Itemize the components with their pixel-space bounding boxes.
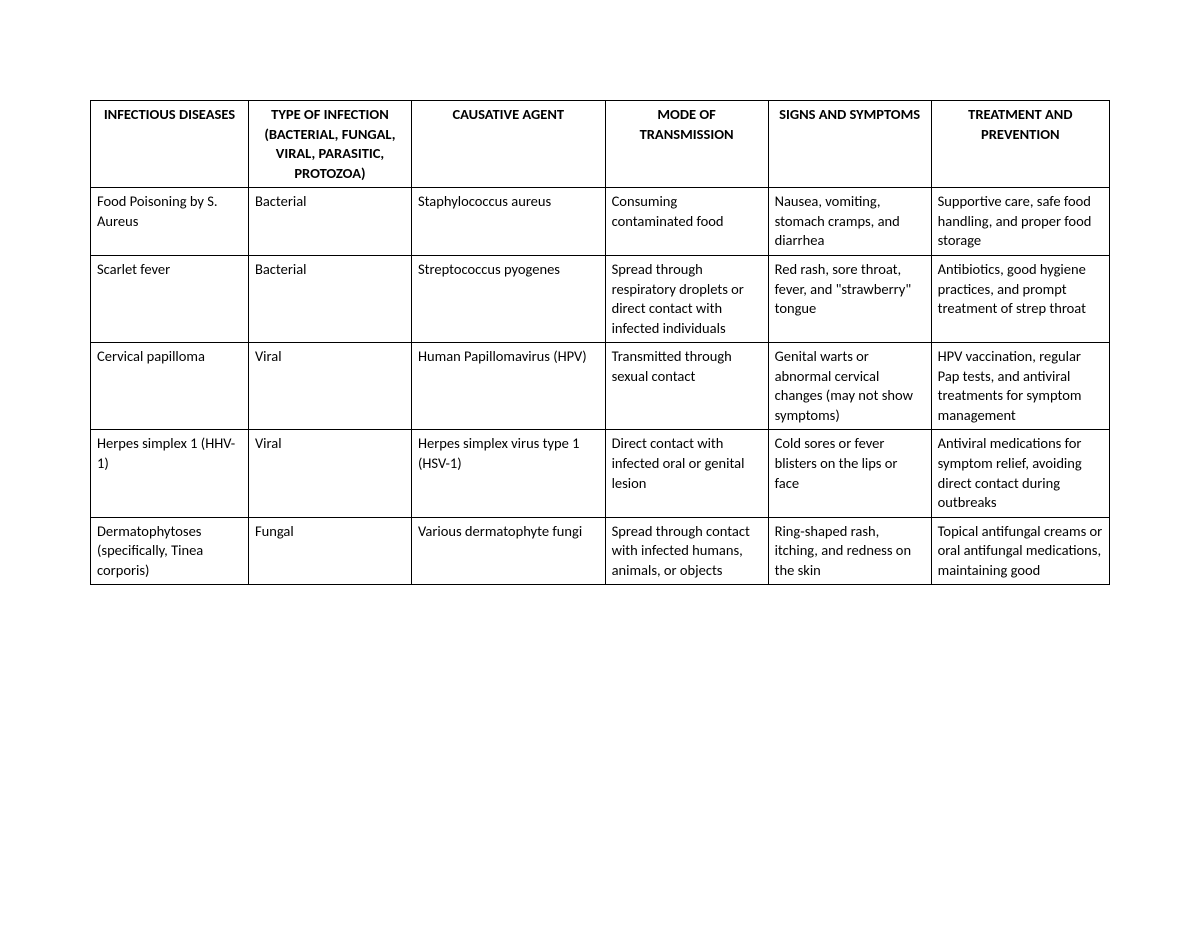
cell-type: Bacterial bbox=[248, 188, 411, 256]
cell-symptoms: Red rash, sore throat, fever, and "straw… bbox=[768, 255, 931, 342]
cell-agent: Staphylococcus aureus bbox=[411, 188, 605, 256]
cell-type: Viral bbox=[248, 430, 411, 517]
cell-treatment: Topical antifungal creams or oral antifu… bbox=[931, 517, 1109, 585]
col-header: TREATMENT AND PREVENTION bbox=[931, 101, 1109, 188]
cell-agent: Various dermatophyte fungi bbox=[411, 517, 605, 585]
cell-symptoms: Cold sores or fever blisters on the lips… bbox=[768, 430, 931, 517]
cell-agent: Herpes simplex virus type 1 (HSV-1) bbox=[411, 430, 605, 517]
cell-treatment: Antibiotics, good hygiene practices, and… bbox=[931, 255, 1109, 342]
cell-transmission: Consuming contaminated food bbox=[605, 188, 768, 256]
cell-agent: Human Papillomavirus (HPV) bbox=[411, 343, 605, 430]
cell-type: Bacterial bbox=[248, 255, 411, 342]
col-header: INFECTIOUS DISEASES bbox=[91, 101, 249, 188]
cell-transmission: Direct contact with infected oral or gen… bbox=[605, 430, 768, 517]
cell-symptoms: Genital warts or abnormal cervical chang… bbox=[768, 343, 931, 430]
col-header: SIGNS AND SYMPTOMS bbox=[768, 101, 931, 188]
col-header: TYPE OF INFECTION (BACTERIAL, FUNGAL, VI… bbox=[248, 101, 411, 188]
cell-symptoms: Nausea, vomiting, stomach cramps, and di… bbox=[768, 188, 931, 256]
table-row: Dermatophytoses (specifically, Tinea cor… bbox=[91, 517, 1110, 585]
table-row: Herpes simplex 1 (HHV-1) Viral Herpes si… bbox=[91, 430, 1110, 517]
table-header-row: INFECTIOUS DISEASES TYPE OF INFECTION (B… bbox=[91, 101, 1110, 188]
cell-disease: Food Poisoning by S. Aureus bbox=[91, 188, 249, 256]
cell-disease: Scarlet fever bbox=[91, 255, 249, 342]
cell-agent: Streptococcus pyogenes bbox=[411, 255, 605, 342]
col-header: MODE OF TRANSMISSION bbox=[605, 101, 768, 188]
table-row: Cervical papilloma Viral Human Papilloma… bbox=[91, 343, 1110, 430]
cell-treatment: HPV vaccination, regular Pap tests, and … bbox=[931, 343, 1109, 430]
cell-transmission: Transmitted through sexual contact bbox=[605, 343, 768, 430]
table-row: Food Poisoning by S. Aureus Bacterial St… bbox=[91, 188, 1110, 256]
cell-disease: Dermatophytoses (specifically, Tinea cor… bbox=[91, 517, 249, 585]
cell-type: Fungal bbox=[248, 517, 411, 585]
infectious-diseases-table: INFECTIOUS DISEASES TYPE OF INFECTION (B… bbox=[90, 100, 1110, 585]
cell-treatment: Antiviral medications for symptom relief… bbox=[931, 430, 1109, 517]
cell-disease: Herpes simplex 1 (HHV-1) bbox=[91, 430, 249, 517]
col-header: CAUSATIVE AGENT bbox=[411, 101, 605, 188]
table-row: Scarlet fever Bacterial Streptococcus py… bbox=[91, 255, 1110, 342]
cell-transmission: Spread through contact with infected hum… bbox=[605, 517, 768, 585]
cell-symptoms: Ring-shaped rash, itching, and redness o… bbox=[768, 517, 931, 585]
cell-type: Viral bbox=[248, 343, 411, 430]
cell-treatment: Supportive care, safe food handling, and… bbox=[931, 188, 1109, 256]
cell-transmission: Spread through respiratory droplets or d… bbox=[605, 255, 768, 342]
cell-disease: Cervical papilloma bbox=[91, 343, 249, 430]
